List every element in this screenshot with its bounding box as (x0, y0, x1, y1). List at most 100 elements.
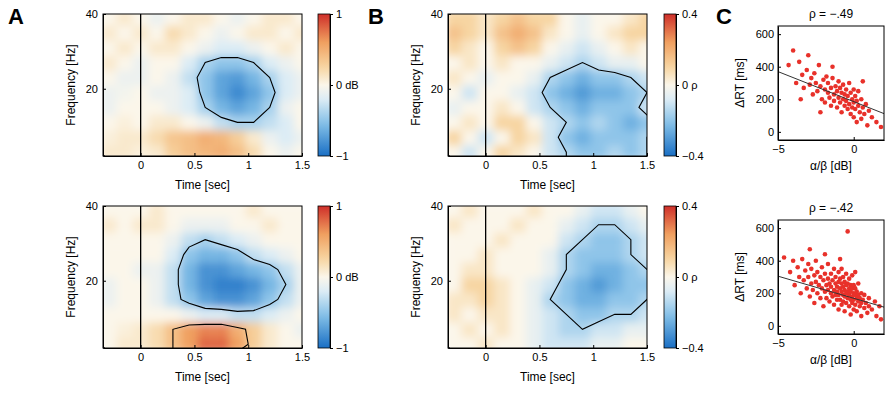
tick-label: 400 (756, 61, 774, 73)
tick-mark (593, 153, 594, 156)
heatmap-cell (213, 40, 230, 56)
heatmap-cell (213, 70, 230, 86)
heatmap-cell (542, 307, 559, 323)
heatmap-cell (116, 130, 133, 146)
heatmap-cell (542, 232, 559, 248)
tick: 200 (756, 93, 781, 105)
heatmap-cell (262, 145, 279, 156)
heatmap-cell (165, 130, 182, 146)
y-axis-title: ΔRT [ms] (733, 252, 747, 302)
heatmap-cell (526, 145, 543, 156)
heatmap-cell (197, 337, 214, 348)
axis-line (103, 15, 104, 157)
tick-label: 0 (851, 337, 857, 349)
heatmap-cell (448, 40, 462, 56)
heatmap-cell (574, 206, 591, 218)
heatmap-cell (607, 247, 624, 263)
scatter-point (815, 270, 820, 275)
heatmap-cell (246, 247, 263, 263)
heatmap-cell (448, 85, 462, 101)
heatmap-cell (262, 322, 279, 338)
heatmap-cell (510, 70, 527, 86)
heatmap-cell (294, 145, 302, 156)
scatter-point (832, 267, 837, 272)
heatmap-cell (591, 262, 608, 278)
heatmap-cell (149, 115, 166, 131)
scatter-point (879, 317, 884, 322)
heatmap-cell (278, 25, 295, 41)
scatter-point (806, 262, 811, 267)
heatmap-cell (149, 130, 166, 146)
heatmap-cell (197, 262, 214, 278)
colorbar (664, 14, 676, 156)
tick: 0 (768, 126, 781, 138)
heatmap-cell (639, 232, 647, 248)
heatmap-cell (542, 14, 559, 26)
tick: −0.4 (676, 342, 704, 354)
heatmap-cell (591, 307, 608, 323)
heatmap-cell (149, 307, 166, 323)
heatmap-cell (294, 247, 302, 263)
heatmap-cell (494, 232, 511, 248)
heatmap-cell (262, 247, 279, 263)
heatmap-cell (294, 130, 302, 146)
heatmap-cell (213, 206, 230, 218)
heatmap-cell (165, 206, 182, 218)
tick-label: 0 (851, 143, 857, 155)
heatmap-cell (494, 206, 511, 218)
heatmap-cell (103, 70, 117, 86)
heatmap-cell (278, 40, 295, 56)
heatmap-cell (607, 100, 624, 116)
tick-label: 1 (336, 200, 342, 212)
tick: −1 (330, 342, 349, 354)
scatter-point (854, 309, 859, 314)
y-axis-title: Frequency [Hz] (64, 44, 78, 125)
heatmap-cell (116, 337, 133, 348)
colorbar (664, 206, 676, 348)
heatmap-cell (639, 145, 647, 156)
heatmap-cell (213, 145, 230, 156)
heatmap-cell (262, 55, 279, 71)
heatmap-cell (213, 232, 230, 248)
tick-label: 1.5 (640, 159, 655, 171)
tick: 1 (246, 345, 252, 363)
heatmap-cell (103, 322, 117, 338)
heatmap-cell (623, 277, 640, 293)
scatter-point (842, 309, 847, 314)
heatmap-cell (558, 40, 575, 56)
tick: 1.5 (295, 345, 310, 363)
heatmap-cell (149, 232, 166, 248)
scatter-point (838, 257, 843, 262)
heatmap-cell (639, 70, 647, 86)
heatmap-cell (448, 307, 462, 323)
scatter-point (791, 258, 796, 263)
tick-mark (448, 89, 451, 90)
tick: 0.5 (187, 153, 202, 171)
heatmap-cell (229, 206, 246, 218)
scatter-point (808, 247, 813, 252)
heatmap-cell (181, 232, 198, 248)
heatmap-cell (526, 217, 543, 233)
chart-title: ρ = −.42 (809, 201, 854, 215)
scatter-point (859, 97, 864, 102)
scatter-point (873, 299, 878, 304)
heatmap-cell (149, 55, 166, 71)
axis: 2040 (431, 8, 451, 156)
tick-label: 20 (86, 275, 98, 287)
heatmap-cell (494, 14, 511, 26)
tick-label: 1 (336, 8, 342, 20)
scatter-point (835, 105, 840, 110)
scatter-point (874, 120, 879, 125)
tick-label: 400 (756, 255, 774, 267)
tick: 40 (431, 8, 451, 20)
heatmap-cell (246, 206, 263, 218)
heatmap-cell (262, 232, 279, 248)
heatmap-cell (197, 247, 214, 263)
scatter-point (806, 53, 811, 58)
heatmap-cell (510, 217, 527, 233)
plot-area (448, 14, 647, 156)
y-axis-title: Frequency [Hz] (409, 236, 423, 317)
tick-label: 0 ρ (682, 271, 697, 283)
tick-label: 600 (756, 222, 774, 234)
heatmap-cell (229, 232, 246, 248)
